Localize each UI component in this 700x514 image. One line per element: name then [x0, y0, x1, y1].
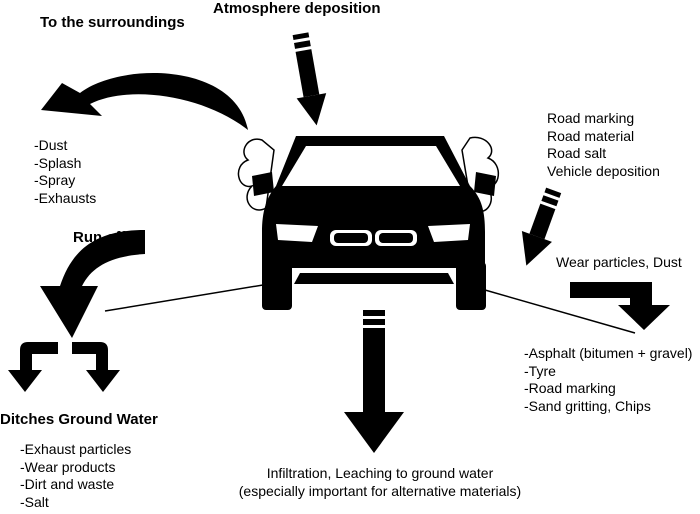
ditches-item: -Wear products: [20, 458, 116, 475]
wear-particles-arrow-icon: [570, 282, 670, 330]
ditches-item: -Salt: [20, 493, 49, 510]
road-line-left: [104, 282, 276, 312]
road-deposition-list: Road marking Road material Road salt Veh…: [547, 110, 660, 180]
wear-list: -Asphalt (bitumen + gravel) -Tyre -Road …: [524, 345, 692, 415]
label-ditches-ground-water: Ditches Ground Water: [0, 411, 158, 428]
surroundings-item: -Exhausts: [34, 189, 97, 206]
label-to-surroundings: To the surroundings: [40, 14, 185, 31]
split-arrow-left-icon: [8, 342, 58, 392]
road-item: Road material: [547, 127, 635, 144]
split-arrow-right-icon: [72, 342, 120, 392]
road-line-right: [484, 289, 636, 334]
infiltration-line-2: (especially important for alternative ma…: [238, 482, 522, 499]
surroundings-item: -Splash: [34, 154, 82, 171]
car-icon: [252, 136, 496, 310]
run-off-arrow-icon: [40, 230, 145, 338]
surroundings-item: -Spray: [34, 172, 76, 188]
infiltration-arrow-icon: [344, 310, 404, 453]
wear-item: -Road marking: [524, 380, 616, 396]
label-infiltration: Infiltration, Leaching to ground water (…: [230, 465, 530, 500]
label-run-off: Run off: [73, 229, 126, 246]
curved-arrow-to-surroundings-icon: [41, 73, 248, 130]
road-deposition-arrow-icon: [521, 187, 562, 266]
wear-item: -Tyre: [524, 362, 556, 379]
surroundings-item: -Dust: [34, 137, 68, 153]
road-item: Road marking: [547, 110, 635, 126]
label-atmosphere-deposition: Atmosphere deposition: [213, 0, 381, 17]
label-wear-particles: Wear particles, Dust: [556, 254, 682, 270]
ditches-item: -Exhaust particles: [20, 441, 132, 457]
atmosphere-deposition-arrow-icon: [292, 32, 327, 126]
wear-item: -Asphalt (bitumen + gravel): [524, 345, 693, 361]
wear-item: -Sand gritting, Chips: [524, 397, 651, 414]
road-item: Road salt: [547, 145, 607, 161]
infiltration-line-1: Infiltration, Leaching to ground water: [266, 465, 494, 481]
ditches-list: -Exhaust particles -Wear products -Dirt …: [20, 441, 131, 511]
ditches-item: -Dirt and waste: [20, 476, 115, 492]
road-item: Vehicle deposition: [547, 162, 660, 179]
surroundings-list: -Dust -Splash -Spray -Exhausts: [34, 137, 96, 207]
